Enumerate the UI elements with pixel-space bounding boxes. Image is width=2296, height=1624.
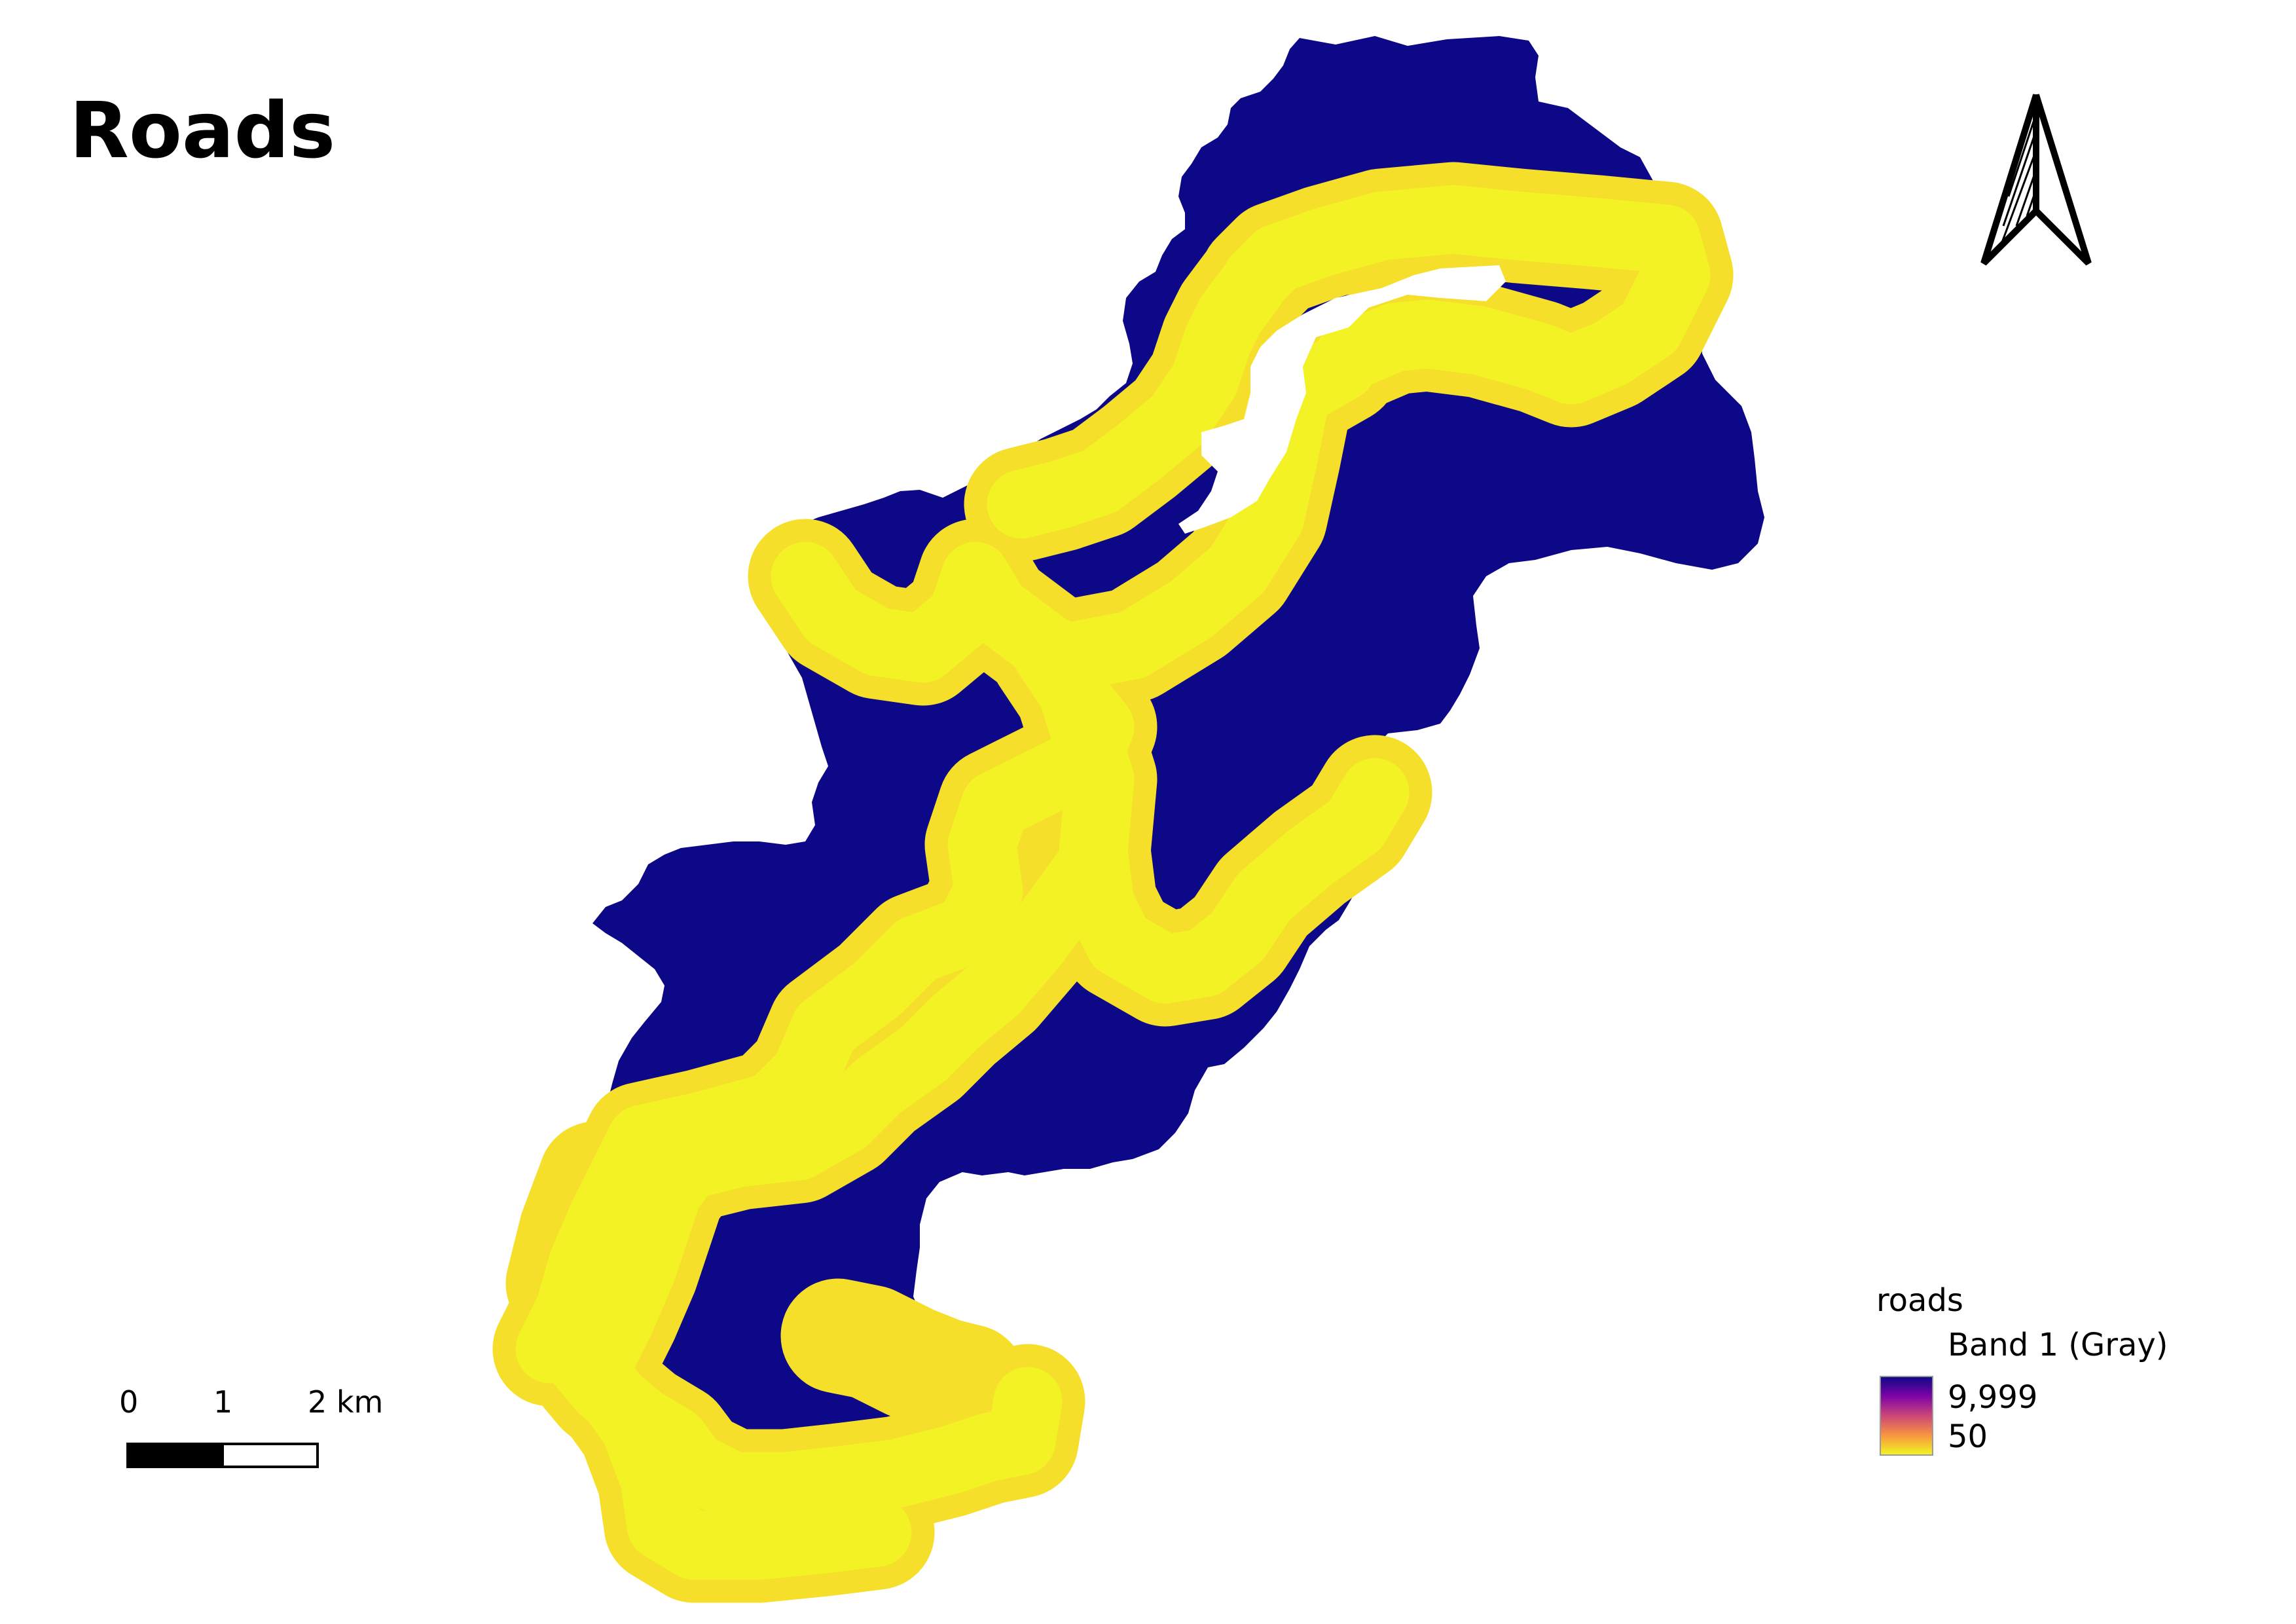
legend-color-ramp bbox=[1880, 1376, 1933, 1456]
scale-label-two-km: 2 km bbox=[308, 1384, 384, 1420]
scale-label-zero: 0 bbox=[119, 1384, 139, 1420]
scale-bar-segment-white bbox=[221, 1443, 319, 1468]
nodata-gap bbox=[1178, 265, 1506, 534]
legend-max-value: 9,999 bbox=[1948, 1379, 2038, 1416]
road-core-north bbox=[1222, 185, 1711, 405]
map-title: Roads bbox=[69, 85, 336, 175]
legend-layer-name: roads bbox=[1876, 1282, 1963, 1319]
road-segment-south-loop bbox=[780, 1278, 1027, 1439]
north-arrow-icon bbox=[1980, 94, 2092, 266]
scale-bar bbox=[126, 1443, 319, 1468]
scale-label-one: 1 bbox=[213, 1384, 233, 1420]
legend-min-value: 50 bbox=[1948, 1418, 1988, 1455]
road-core-middle-diag bbox=[568, 836, 1121, 1390]
scale-bar-segment-black bbox=[126, 1443, 224, 1468]
road-buffer-inner bbox=[515, 185, 1711, 1580]
legend-band-label: Band 1 (Gray) bbox=[1948, 1327, 2168, 1363]
road-core-southwest bbox=[568, 1347, 912, 1580]
road-core-northwest bbox=[987, 253, 1285, 539]
